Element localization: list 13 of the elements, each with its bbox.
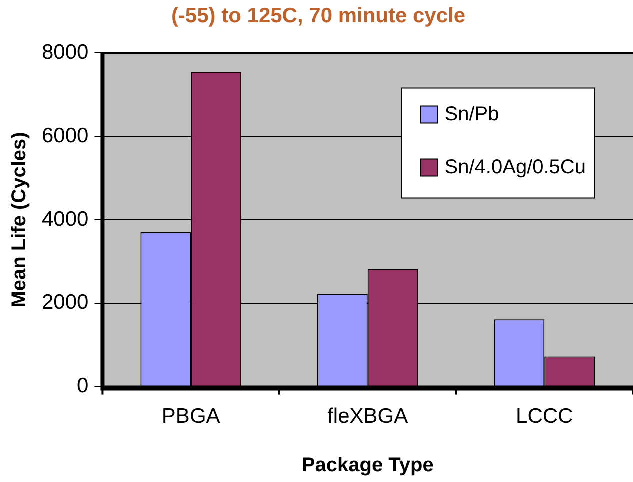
x-axis-title: Package Type (302, 454, 434, 477)
y-tick-label: 6000 (42, 124, 89, 148)
y-tick-label: 0 (77, 374, 89, 398)
y-axis-title: Mean Life (Cycles) (8, 132, 31, 308)
y-tick-label: 8000 (42, 40, 89, 64)
legend-label: Sn/Pb (444, 104, 500, 126)
x-tick-label: LCCC (516, 405, 574, 428)
legend-label: Sn/4.0Ag/0.5Cu (444, 156, 586, 179)
chart-title: (-55) to 125C, 70 minute cycle (171, 4, 466, 28)
x-tick-label: fleXBGA (328, 405, 408, 428)
y-tick-label: 2000 (42, 291, 89, 314)
y-tick-label: 4000 (42, 208, 89, 231)
x-tick-label: PBGA (162, 405, 220, 428)
